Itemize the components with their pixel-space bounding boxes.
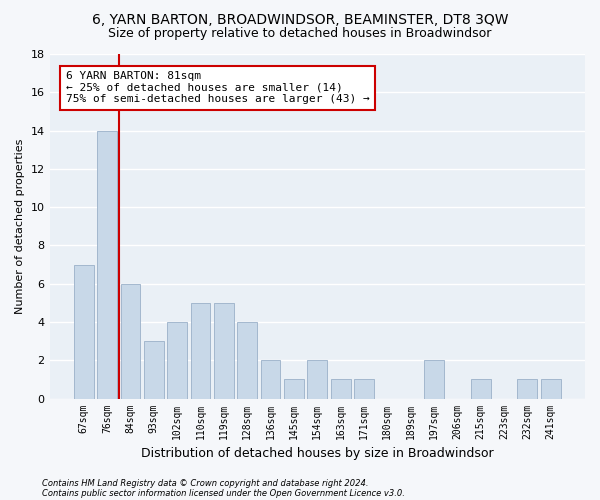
Bar — [284, 380, 304, 398]
Text: Size of property relative to detached houses in Broadwindsor: Size of property relative to detached ho… — [109, 28, 491, 40]
Bar — [331, 380, 350, 398]
Bar — [144, 341, 164, 398]
Bar — [424, 360, 444, 399]
Text: Contains HM Land Registry data © Crown copyright and database right 2024.: Contains HM Land Registry data © Crown c… — [42, 478, 368, 488]
Bar — [191, 303, 211, 398]
X-axis label: Distribution of detached houses by size in Broadwindsor: Distribution of detached houses by size … — [141, 447, 494, 460]
Text: 6 YARN BARTON: 81sqm
← 25% of detached houses are smaller (14)
75% of semi-detac: 6 YARN BARTON: 81sqm ← 25% of detached h… — [65, 71, 370, 104]
Bar — [74, 264, 94, 398]
Bar — [214, 303, 234, 398]
Text: Contains public sector information licensed under the Open Government Licence v3: Contains public sector information licen… — [42, 488, 405, 498]
Bar — [260, 360, 280, 399]
Y-axis label: Number of detached properties: Number of detached properties — [15, 138, 25, 314]
Bar — [97, 130, 117, 398]
Bar — [541, 380, 560, 398]
Bar — [307, 360, 327, 399]
Bar — [471, 380, 491, 398]
Bar — [517, 380, 538, 398]
Bar — [167, 322, 187, 398]
Text: 6, YARN BARTON, BROADWINDSOR, BEAMINSTER, DT8 3QW: 6, YARN BARTON, BROADWINDSOR, BEAMINSTER… — [92, 12, 508, 26]
Bar — [121, 284, 140, 399]
Bar — [354, 380, 374, 398]
Bar — [238, 322, 257, 398]
